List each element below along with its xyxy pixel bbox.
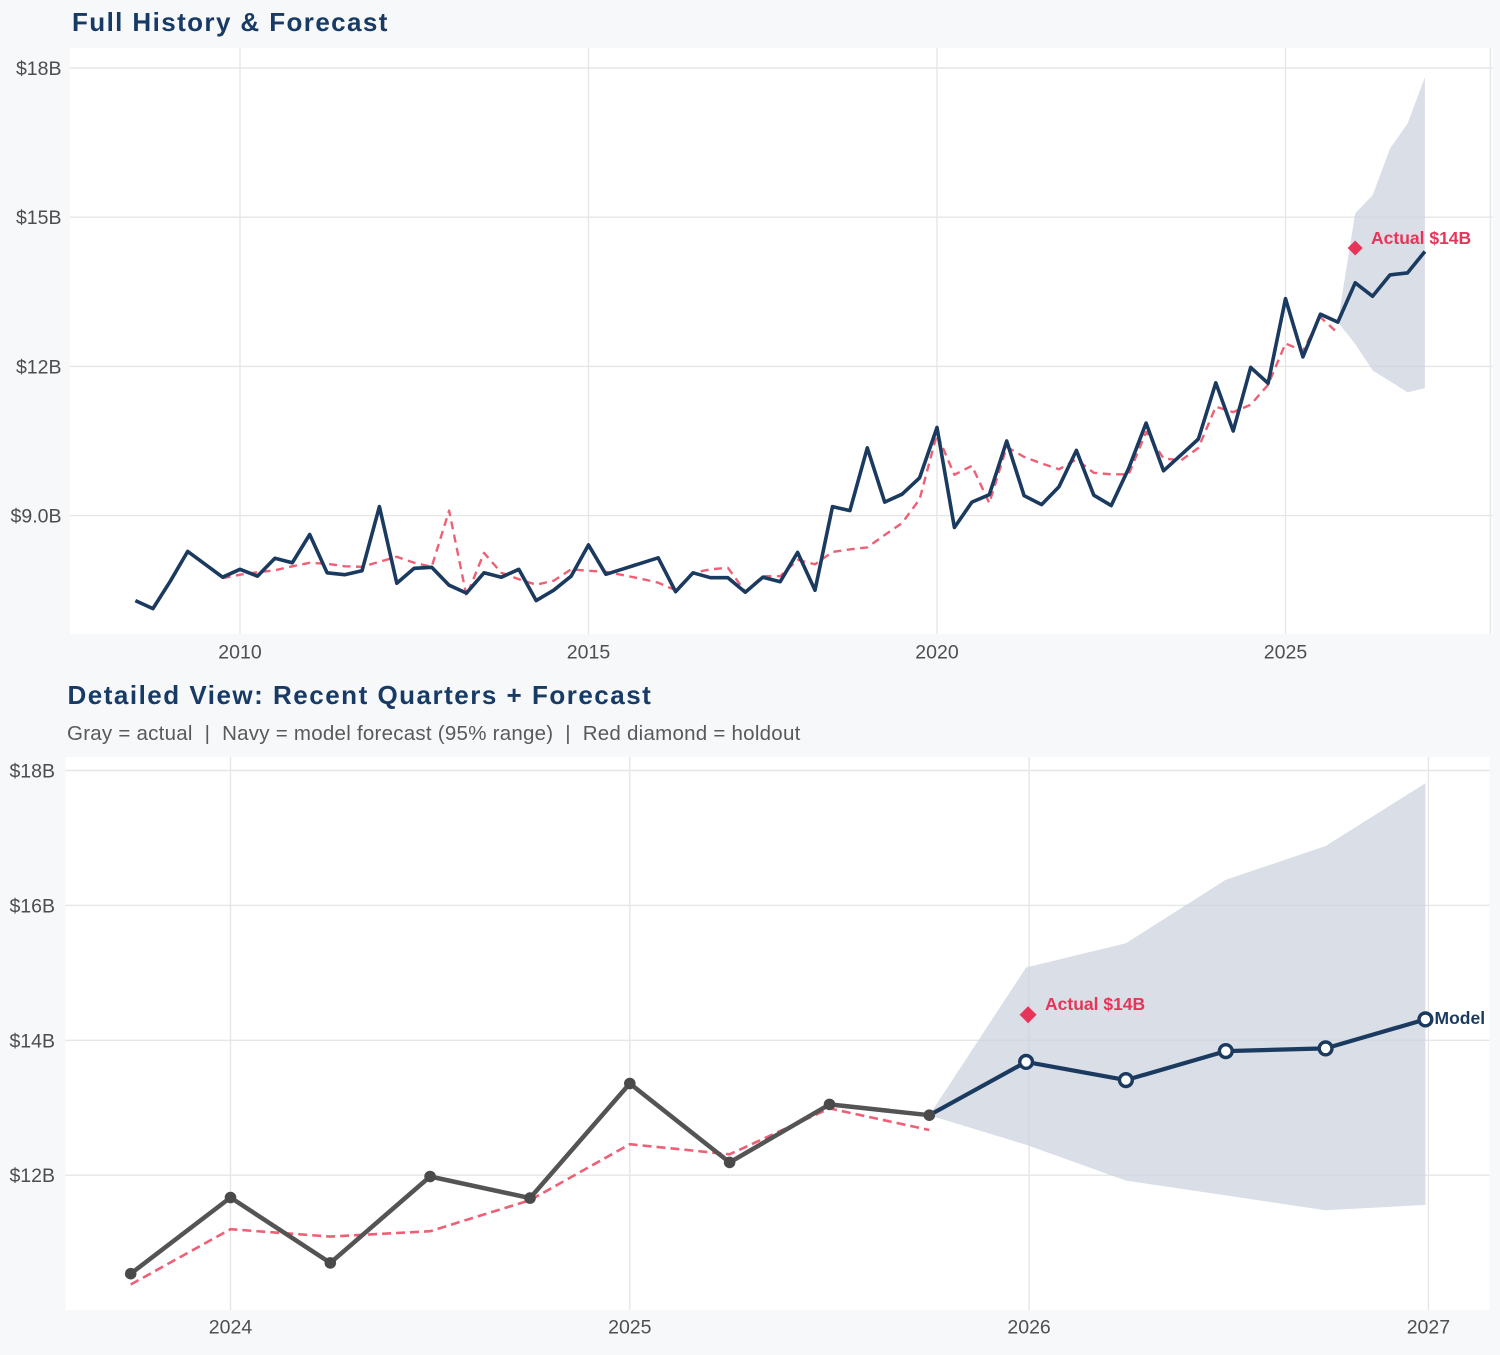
svg-text:Actual $14B: Actual $14B — [1045, 994, 1145, 1014]
svg-text:$14B: $14B — [9, 1030, 55, 1052]
svg-text:Model: Model — [1435, 1008, 1486, 1028]
svg-text:Detailed View: Recent Quarters: Detailed View: Recent Quarters + Forecas… — [68, 680, 653, 710]
svg-text:$12B: $12B — [16, 356, 62, 378]
svg-text:Gray = actual | Navy = model: Gray = actual | Navy = model forecast (9… — [67, 722, 801, 745]
svg-text:2026: 2026 — [1007, 1317, 1050, 1339]
svg-text:$16B: $16B — [9, 895, 55, 917]
svg-text:2020: 2020 — [915, 642, 959, 664]
svg-text:Full History & Forecast: Full History & Forecast — [72, 7, 389, 37]
svg-text:2015: 2015 — [567, 642, 611, 664]
svg-text:$9.0B: $9.0B — [11, 506, 62, 528]
svg-text:2025: 2025 — [608, 1317, 652, 1339]
svg-text:2024: 2024 — [209, 1317, 253, 1339]
svg-text:$18B: $18B — [9, 761, 55, 783]
svg-text:2025: 2025 — [1264, 642, 1308, 664]
svg-text:$18B: $18B — [16, 58, 62, 80]
svg-text:$15B: $15B — [16, 207, 62, 229]
svg-text:Actual $14B: Actual $14B — [1371, 228, 1471, 248]
svg-text:2027: 2027 — [1407, 1317, 1450, 1339]
svg-text:$12B: $12B — [9, 1165, 55, 1187]
svg-text:2010: 2010 — [218, 642, 262, 664]
